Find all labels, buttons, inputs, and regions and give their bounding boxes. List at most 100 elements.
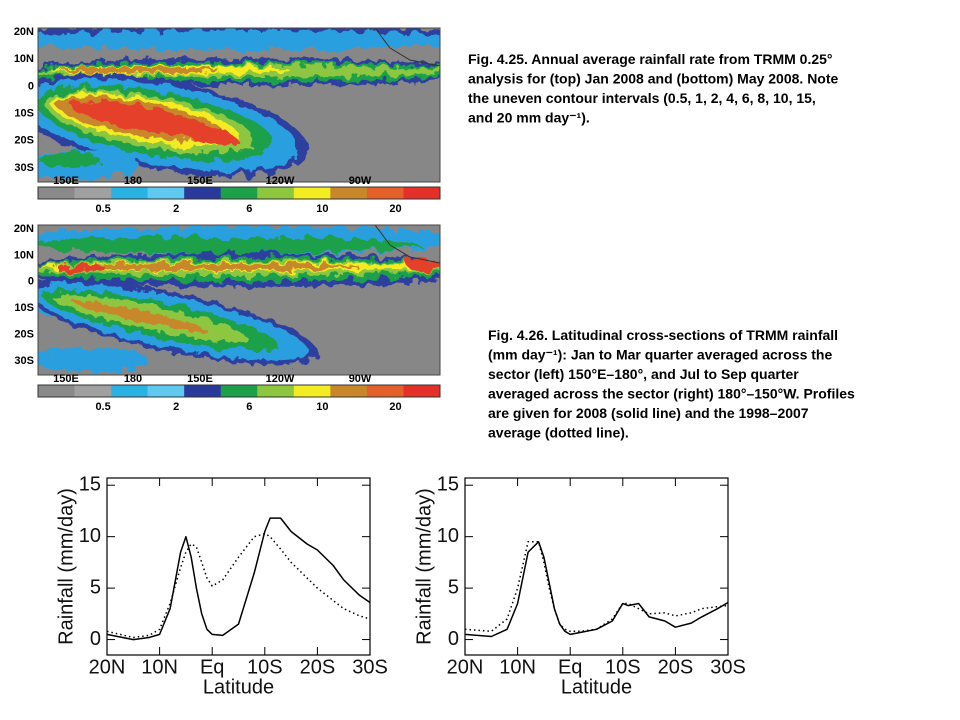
lon-label: 90W <box>349 175 372 187</box>
x-tick-label: 30S <box>710 656 746 678</box>
colorbar-segment <box>147 385 185 397</box>
lat-label: 20S <box>14 329 34 341</box>
rain-contour <box>38 30 440 50</box>
rain-contour <box>71 300 209 332</box>
y-tick-label: 5 <box>90 576 101 598</box>
coastline <box>374 28 440 67</box>
colorbar-segment <box>38 187 75 199</box>
colorbar-segment <box>293 385 331 397</box>
lon-label: 120W <box>266 175 295 187</box>
colorbar-segment <box>257 187 295 199</box>
rain-contour <box>40 152 100 168</box>
caption-line: Fig. 4.26. Latitudinal cross-sections of… <box>488 327 838 343</box>
colorbar-label: 6 <box>246 203 252 215</box>
colorbar-segment <box>220 385 258 397</box>
rain-map <box>38 225 440 375</box>
x-tick-label: 20S <box>300 656 336 678</box>
lon-label: 150E <box>53 175 79 187</box>
colorbar-label: 10 <box>316 401 328 413</box>
lon-label: 90W <box>349 373 372 385</box>
lat-label: 0 <box>28 80 34 92</box>
x-axis-label: Latitude <box>203 676 274 698</box>
rainfall-line <box>464 541 729 638</box>
map-frame <box>37 224 441 376</box>
caption-line: (mm day⁻¹): Jan to Mar quarter averaged … <box>488 347 832 363</box>
lat-label: 20N <box>14 26 34 38</box>
colorbar-segment <box>184 385 222 397</box>
x-tick-label: 10N <box>499 656 536 678</box>
lat-label: 20N <box>14 223 34 235</box>
colorbar-label: 0.5 <box>95 401 110 413</box>
colorbar-segment <box>330 385 368 397</box>
rainfall-line <box>106 532 371 639</box>
plot-frame <box>464 477 729 656</box>
caption-line: average (dotted line). <box>488 425 629 441</box>
x-tick-label: Eq <box>200 656 224 678</box>
rain-contour <box>161 118 239 146</box>
rain-contour <box>60 263 360 271</box>
colorbar-segment <box>366 187 404 199</box>
caption-line: Fig. 4.25. Annual average rainfall rate … <box>468 51 833 67</box>
rainfall-line <box>106 517 371 641</box>
colorbar-frame <box>37 186 441 200</box>
colorbar-segment <box>257 385 295 397</box>
colorbar-segment <box>403 385 441 397</box>
y-tick-label: 15 <box>79 473 101 495</box>
x-tick-label: 20N <box>447 656 484 678</box>
y-axis-label: Rainfall (mm/day) <box>413 488 435 645</box>
y-tick-label: 0 <box>448 628 459 650</box>
colorbar-segment <box>111 187 148 199</box>
colorbar-segment <box>38 385 75 397</box>
lon-label: 180 <box>124 373 142 385</box>
colorbar-label: 20 <box>389 401 401 413</box>
colorbar-label: 6 <box>246 401 252 413</box>
lat-label: 20S <box>14 135 34 147</box>
coastline <box>374 225 440 264</box>
caption-line: sector (left) 150°E–180°, and Jul to Sep… <box>488 366 799 382</box>
lon-label: 180 <box>124 175 142 187</box>
colorbar-segment <box>111 385 148 397</box>
lon-label: 150E <box>53 373 79 385</box>
x-tick-label: 30S <box>352 656 388 678</box>
lat-label: 10S <box>14 302 34 314</box>
map-frame <box>37 27 441 183</box>
x-tick-label: Eq <box>558 656 582 678</box>
y-tick-label: 5 <box>448 576 459 598</box>
x-tick-label: 20N <box>89 656 126 678</box>
lat-label: 10S <box>14 108 34 120</box>
caption-line: and 20 mm day⁻¹). <box>468 110 590 126</box>
colorbar-segment <box>74 187 112 199</box>
lat-label: 0 <box>28 276 34 288</box>
lat-label: 10N <box>14 53 34 65</box>
rainfall-line <box>464 541 729 633</box>
x-tick-label: 10S <box>247 656 283 678</box>
colorbar-label: 20 <box>389 203 401 215</box>
x-axis-label: Latitude <box>561 676 632 698</box>
rain-field <box>38 28 440 179</box>
rain-map <box>38 28 440 182</box>
colorbar-frame <box>37 384 441 398</box>
colorbar-segment <box>293 187 331 199</box>
colorbar-segment <box>220 187 258 199</box>
lon-label: 150E <box>187 373 213 385</box>
rain-contour <box>55 264 105 272</box>
y-tick-label: 10 <box>79 525 101 547</box>
rain-contour <box>38 348 150 372</box>
y-tick-label: 0 <box>90 628 101 650</box>
lat-label: 30S <box>14 355 34 367</box>
colorbar-label: 0.5 <box>95 203 110 215</box>
caption-line: analysis for (top) Jan 2008 and (bottom)… <box>468 71 839 87</box>
y-tick-label: 15 <box>437 473 459 495</box>
caption-line: are given for 2008 (solid line) and the … <box>488 405 809 421</box>
y-tick-label: 10 <box>437 525 459 547</box>
lon-label: 150E <box>187 175 213 187</box>
rain-contour <box>38 237 420 253</box>
x-tick-label: 10S <box>605 656 641 678</box>
colorbar-segment <box>403 187 441 199</box>
colorbar-segment <box>147 187 185 199</box>
caption-line: averaged across the sector (right) 180°–… <box>488 386 855 402</box>
colorbar-label: 10 <box>316 203 328 215</box>
caption-line: the uneven contour intervals (0.5, 1, 2,… <box>468 90 816 106</box>
lat-label: 30S <box>14 162 34 174</box>
